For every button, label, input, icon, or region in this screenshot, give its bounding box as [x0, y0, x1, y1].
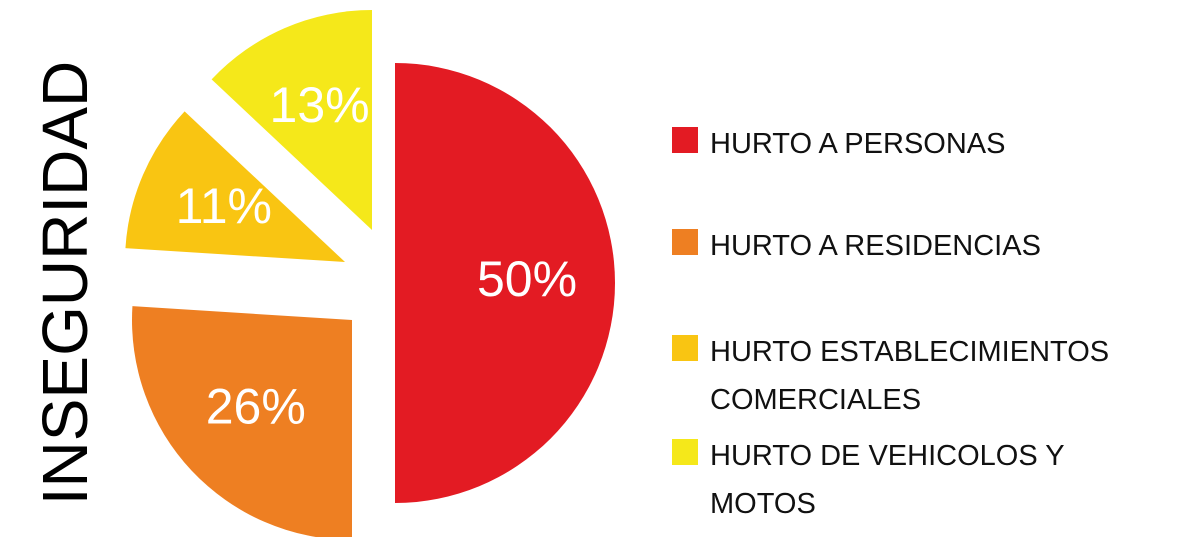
legend-swatch [672, 127, 698, 153]
legend-label: HURTO DE VEHICOLOS Y MOTOS [710, 440, 1065, 520]
pie-slice [211, 9, 372, 230]
legend-label: HURTO A RESIDENCIAS [710, 230, 1041, 262]
slice-label: 50% [477, 251, 577, 307]
slice-label: 13% [270, 77, 370, 133]
legend-entry: HURTO A PERSONAS [672, 120, 1160, 168]
chart-title: INSEGURIDAD [29, 61, 101, 506]
slice-label: 11% [176, 178, 272, 234]
legend-entry: HURTO A RESIDENCIAS [672, 222, 1160, 270]
pie-slice [132, 306, 352, 537]
legend-swatch [672, 335, 698, 361]
legend-label: HURTO ESTABLECIMIENTOS COMERCIALES [710, 336, 1110, 416]
legend-entry: HURTO ESTABLECIMIENTOS COMERCIALES [672, 328, 1160, 424]
legend-swatch [672, 229, 698, 255]
legend-label: HURTO A PERSONAS [710, 128, 1006, 160]
legend-swatch [672, 439, 698, 465]
pie-slice [125, 111, 346, 263]
slice-label: 26% [206, 379, 306, 435]
legend-entry: HURTO DE VEHICOLOS Y MOTOS [672, 432, 1160, 528]
pie-slice [395, 63, 615, 503]
